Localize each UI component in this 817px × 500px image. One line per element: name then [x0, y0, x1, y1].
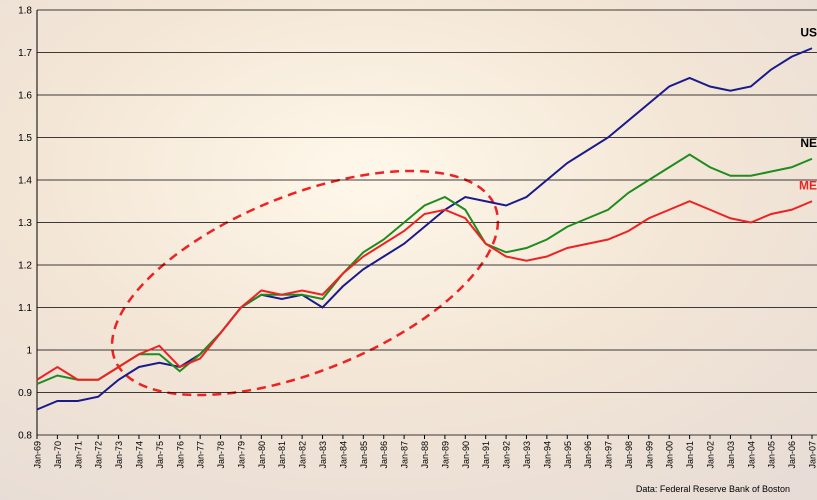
x-tick-label: Jan-99: [644, 441, 654, 469]
x-tick-label: Jan-73: [114, 441, 124, 469]
y-tick-label: 1.7: [18, 48, 32, 59]
highlight-ellipse: [110, 169, 500, 397]
x-tick-label: Jan-81: [277, 441, 287, 469]
series-label: US: [800, 25, 817, 39]
x-tick-label: Jan-89: [440, 441, 450, 469]
x-tick-label: Jan-86: [379, 441, 389, 469]
y-tick-label: 0.9: [18, 388, 32, 399]
x-tick-label: Jan-70: [53, 441, 63, 469]
x-tick-label: Jan-78: [216, 441, 226, 469]
x-tick-label: Jan-01: [685, 441, 695, 469]
x-tick-label: Jan-76: [175, 441, 185, 469]
x-tick-label: Jan-75: [155, 441, 165, 469]
y-tick-label: 1.2: [18, 261, 32, 272]
y-tick-label: 1: [26, 346, 32, 357]
x-tick-label: Jan-90: [461, 441, 471, 469]
x-tick-label: Jan-07: [808, 441, 817, 469]
series-line: [36, 47, 813, 411]
y-tick-label: 1.4: [18, 176, 32, 187]
x-tick-label: Jan-79: [236, 441, 246, 469]
series-line: [36, 200, 813, 381]
x-tick-label: Jan-85: [359, 441, 369, 469]
x-tick-label: Jan-83: [318, 441, 328, 469]
x-tick-label: Jan-77: [196, 441, 206, 469]
x-tick-label: Jan-71: [73, 441, 83, 469]
x-tick-label: Jan-93: [522, 441, 532, 469]
x-tick-label: Jan-95: [563, 441, 573, 469]
y-tick-label: 1.3: [18, 218, 32, 229]
x-tick-label: Jan-06: [787, 441, 797, 469]
series-label: ME: [799, 178, 817, 192]
y-tick-label: 1.5: [18, 133, 32, 144]
x-tick-label: Jan-97: [604, 441, 614, 469]
x-tick-label: Jan-69: [33, 441, 43, 469]
source-note: Data: Federal Reserve Bank of Boston: [636, 484, 790, 494]
x-tick-label: Jan-05: [767, 441, 777, 469]
x-tick-label: Jan-82: [298, 441, 308, 469]
x-tick-label: Jan-96: [583, 441, 593, 469]
x-tick-label: Jan-92: [502, 441, 512, 469]
series-label: NE: [800, 136, 817, 150]
x-tick-label: Jan-04: [746, 441, 756, 469]
y-tick-label: 1.1: [18, 303, 32, 314]
series-line: [36, 153, 813, 385]
x-tick-label: Jan-02: [706, 441, 716, 469]
x-tick-label: Jan-94: [542, 441, 552, 469]
x-tick-label: Jan-72: [94, 441, 104, 469]
x-tick-label: Jan-80: [257, 441, 267, 469]
x-tick-label: Jan-87: [400, 441, 410, 469]
x-tick-label: Jan-74: [134, 441, 144, 469]
x-tick-label: Jan-98: [624, 441, 634, 469]
x-tick-label: Jan-91: [481, 441, 491, 469]
x-tick-label: Jan-03: [726, 441, 736, 469]
x-tick-label: Jan-88: [420, 441, 430, 469]
y-tick-label: 1.6: [18, 91, 32, 102]
y-tick-label: 0.8: [18, 431, 32, 442]
y-tick-label: 1.8: [18, 6, 32, 17]
x-tick-label: Jan-84: [338, 441, 348, 469]
x-tick-label: Jan-00: [665, 441, 675, 469]
